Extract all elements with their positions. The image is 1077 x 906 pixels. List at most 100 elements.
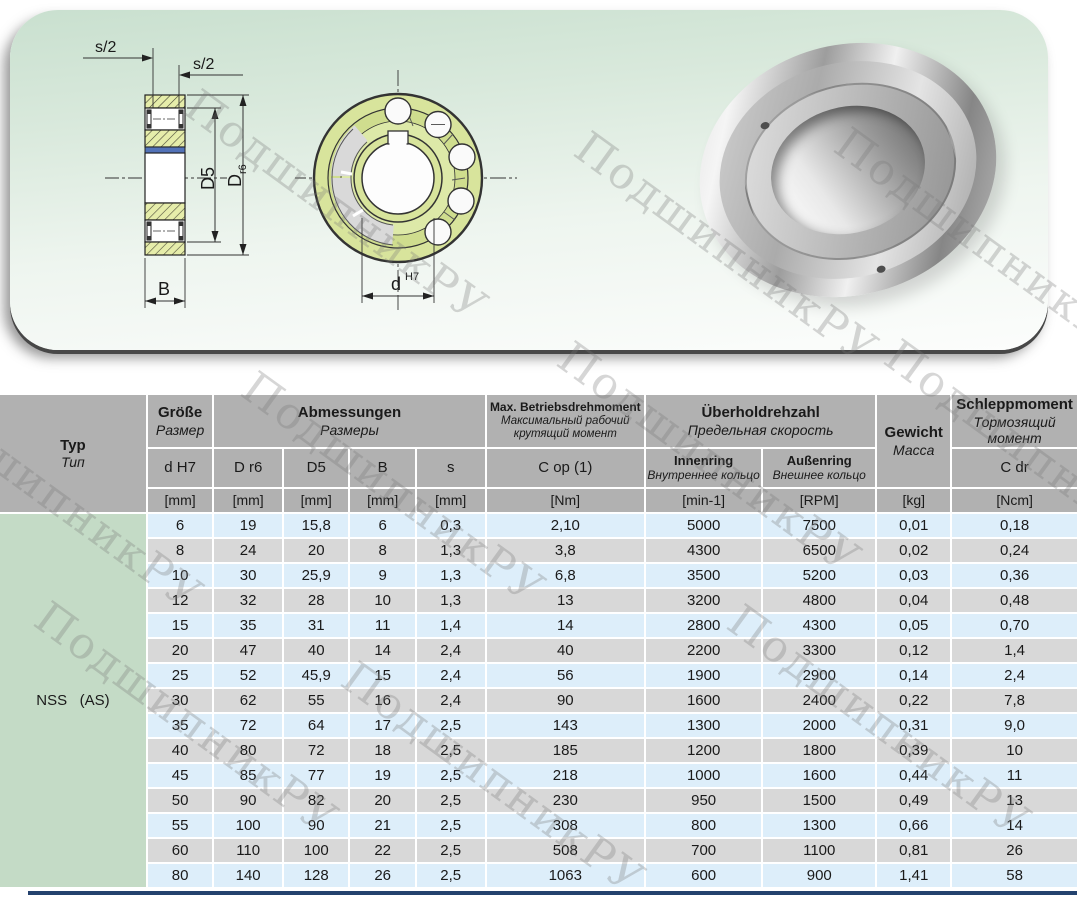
cell: 1,41	[877, 864, 951, 887]
table-row: 8 24 20 8 1,3 3,8 4300 6500 0,02 0,24	[0, 539, 1077, 562]
cell: 3500	[646, 564, 762, 587]
cell: 0,31	[877, 714, 951, 737]
cell: 20	[147, 639, 213, 662]
dim-b-label: B	[158, 279, 170, 299]
cell: 24	[214, 539, 282, 562]
cell: 0,04	[877, 589, 951, 612]
cell: 0,03	[877, 564, 951, 587]
table-row: 12 32 28 10 1,3 13 3200 4800 0,04 0,48	[0, 589, 1077, 612]
cell: 2,5	[416, 789, 485, 812]
table-row: 80 140 128 26 2,5 1063 600 900 1,41 58	[0, 864, 1077, 887]
cell: 31	[283, 614, 349, 637]
cell: 77	[283, 764, 349, 787]
table-row: 35 72 64 17 2,5 143 1300 2000 0,31 9,0	[0, 714, 1077, 737]
cell: 0,81	[877, 839, 951, 862]
cell: 1900	[646, 664, 762, 687]
table-row: 20 47 40 14 2,4 40 2200 3300 0,12 1,4	[0, 639, 1077, 662]
cell: 20	[350, 789, 415, 812]
cell: 14	[486, 614, 645, 637]
cell: 14	[350, 639, 415, 662]
cell: 62	[214, 689, 282, 712]
cell: 4300	[763, 614, 876, 637]
cell: 110	[214, 839, 282, 862]
cell: 6,8	[486, 564, 645, 587]
cell: 2,5	[416, 764, 485, 787]
cell: 1300	[646, 714, 762, 737]
cell: 30	[147, 689, 213, 712]
cell: 7,8	[952, 689, 1077, 712]
cell: 40	[486, 639, 645, 662]
table-row: NSS (AS) 6 19 15,8 6 0,3 2,10 5000 7500 0,01 0,18	[0, 514, 1077, 887]
cell: 900	[763, 864, 876, 887]
cell: 56	[486, 664, 645, 687]
cell: 100	[283, 839, 349, 862]
cell: 2800	[646, 614, 762, 637]
cell: 3,8	[486, 539, 645, 562]
unit-min1: [min-1]	[646, 489, 762, 512]
col-header-overrun-speed: Überholdrehzahl Предельная скорость	[646, 395, 876, 447]
cell: 600	[646, 864, 762, 887]
dim-d5-label: D5	[198, 167, 218, 190]
cell: 45,9	[283, 664, 349, 687]
unit-mm: [mm]	[350, 489, 415, 512]
cell: 26	[350, 864, 415, 887]
cell: 10	[147, 564, 213, 587]
cell: 1600	[763, 764, 876, 787]
table-row: 60 110 100 22 2,5 508 700 1100 0,81 26	[0, 839, 1077, 862]
cell: 218	[486, 764, 645, 787]
cell: 0,18	[952, 514, 1077, 537]
cell: 45	[147, 764, 213, 787]
cell: 10	[350, 589, 415, 612]
drawing-panel: s/2 s/2 D5 D r6 B	[10, 8, 1048, 350]
spec-table: Typ Тип Größe Размер Abmessungen Размеры…	[0, 393, 1077, 889]
col-header-dimensions: Abmessungen Размеры	[214, 395, 485, 447]
col-subheader-d-r6: D r6	[214, 449, 282, 487]
cell: 40	[283, 639, 349, 662]
cell: 140	[214, 864, 282, 887]
cell: 308	[486, 814, 645, 837]
cell: 1300	[763, 814, 876, 837]
unit-mm: [mm]	[416, 489, 485, 512]
unit-mm: [mm]	[214, 489, 282, 512]
dim-dr6-sub-label: r6	[237, 164, 249, 174]
col-subheader-d-h7: d H7	[147, 449, 213, 487]
unit-mm: [mm]	[147, 489, 213, 512]
cell: 50	[147, 789, 213, 812]
cell: 3200	[646, 589, 762, 612]
cell: 6	[147, 514, 213, 537]
col-subheader-d5: D5	[283, 449, 349, 487]
table-row: 15 35 31 11 1,4 14 2800 4300 0,05 0,70	[0, 614, 1077, 637]
cell: 700	[646, 839, 762, 862]
cell: 0,66	[877, 814, 951, 837]
cell: 9,0	[952, 714, 1077, 737]
cell: 2,4	[416, 639, 485, 662]
cell: 15,8	[283, 514, 349, 537]
cell: 82	[283, 789, 349, 812]
cell: 10	[952, 739, 1077, 762]
cell: 6500	[763, 539, 876, 562]
unit-rpm: [RPM]	[763, 489, 876, 512]
cell: 90	[283, 814, 349, 837]
cell: 1,3	[416, 564, 485, 587]
type-label-cell: NSS (AS)	[0, 514, 146, 887]
cell: 25,9	[283, 564, 349, 587]
unit-mm: [mm]	[283, 489, 349, 512]
cell: 30	[214, 564, 282, 587]
bearing-face-hole	[875, 264, 887, 274]
cell: 6	[350, 514, 415, 537]
col-header-drag-torque: Schleppmoment Тормозящий момент	[952, 395, 1077, 447]
cell: 18	[350, 739, 415, 762]
cell: 1800	[763, 739, 876, 762]
cell: 0,02	[877, 539, 951, 562]
cell: 1200	[646, 739, 762, 762]
cell: 143	[486, 714, 645, 737]
col-header-max-torque: Max. Betriebsdrehmoment Максимальный раб…	[486, 395, 645, 447]
cell: 32	[214, 589, 282, 612]
cell: 11	[952, 764, 1077, 787]
spec-table-body: NSS (AS) 6 19 15,8 6 0,3 2,10 5000 7500 0,01 0,18 8…	[0, 514, 1077, 887]
cell: 230	[486, 789, 645, 812]
cell: 11	[350, 614, 415, 637]
cell: 19	[214, 514, 282, 537]
cell: 2,5	[416, 839, 485, 862]
cell: 1,3	[416, 539, 485, 562]
